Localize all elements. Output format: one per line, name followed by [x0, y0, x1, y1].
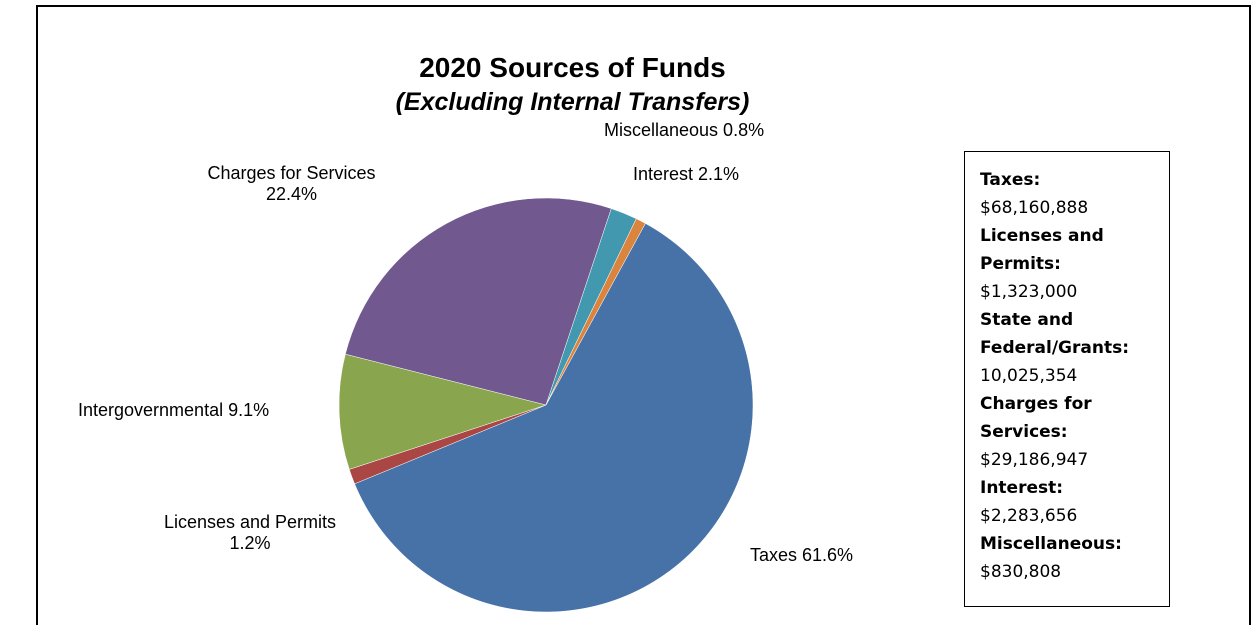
slice-label-charges-for-services: Charges for Services 22.4%: [190, 163, 393, 205]
legend-label-taxes: Taxes:: [980, 170, 1041, 190]
legend-value-state-federal: 10,025,354: [980, 366, 1078, 386]
slice-label-taxes-text: Taxes 61.6%: [750, 545, 854, 565]
legend-label-state-federal-line1: State and: [980, 310, 1074, 330]
legend-label-state-federal-line2: Federal/Grants:: [980, 338, 1129, 358]
legend-label-licenses-line1: Licenses and: [980, 226, 1104, 246]
legend-value-miscellaneous: $830,808: [980, 562, 1062, 582]
slice-label-charges-line2: 22.4%: [265, 184, 318, 204]
slice-label-taxes: Taxes 61.6%: [750, 545, 853, 566]
chart-subtitle: (Excluding Internal Transfers): [395, 88, 750, 116]
legend-label-interest: Interest:: [980, 478, 1064, 498]
legend-value-charges: $29,186,947: [980, 450, 1089, 470]
slice-label-interest-text: Interest 2.1%: [633, 164, 740, 184]
legend-value-licenses: $1,323,000: [980, 282, 1078, 302]
slice-label-miscellaneous: Miscellaneous 0.8%: [604, 120, 764, 141]
chart-frame: [36, 5, 1251, 625]
slice-label-licenses-line1: Licenses and Permits: [163, 512, 337, 532]
legend-value-interest: $2,283,656: [980, 506, 1078, 526]
slice-label-intergovernmental-text: Intergovernmental 9.1%: [78, 400, 270, 420]
legend-label-charges-line1: Charges for: [980, 394, 1092, 414]
chart-title: 2020 Sources of Funds: [419, 52, 726, 83]
slice-label-intergovernmental: Intergovernmental 9.1%: [78, 400, 269, 421]
pie-slice-miscellaneous: [545, 218, 646, 406]
pie-slice-intergovernmental: [338, 353, 547, 470]
slice-label-licenses-line2: 1.2%: [229, 533, 271, 553]
totals-legend-box: Taxes: $68,160,888 Licenses and Permits:…: [964, 151, 1170, 607]
slice-label-charges-line1: Charges for Services: [207, 163, 376, 183]
legend-label-miscellaneous: Miscellaneous:: [980, 534, 1122, 554]
legend-label-charges-line2: Services:: [980, 422, 1068, 442]
pie-slice-taxes: [354, 223, 754, 613]
legend-value-taxes: $68,160,888: [980, 198, 1089, 218]
legend-label-licenses-line2: Permits:: [980, 254, 1061, 274]
slice-label-interest: Interest 2.1%: [633, 164, 739, 185]
slice-label-miscellaneous-text: Miscellaneous 0.8%: [604, 120, 765, 140]
pie-slice-charges-for-services: [345, 197, 612, 406]
slice-label-licenses-and-permits: Licenses and Permits 1.2%: [152, 512, 348, 554]
